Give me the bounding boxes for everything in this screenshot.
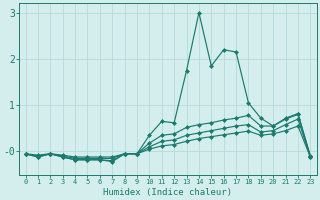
X-axis label: Humidex (Indice chaleur): Humidex (Indice chaleur) (103, 188, 232, 197)
